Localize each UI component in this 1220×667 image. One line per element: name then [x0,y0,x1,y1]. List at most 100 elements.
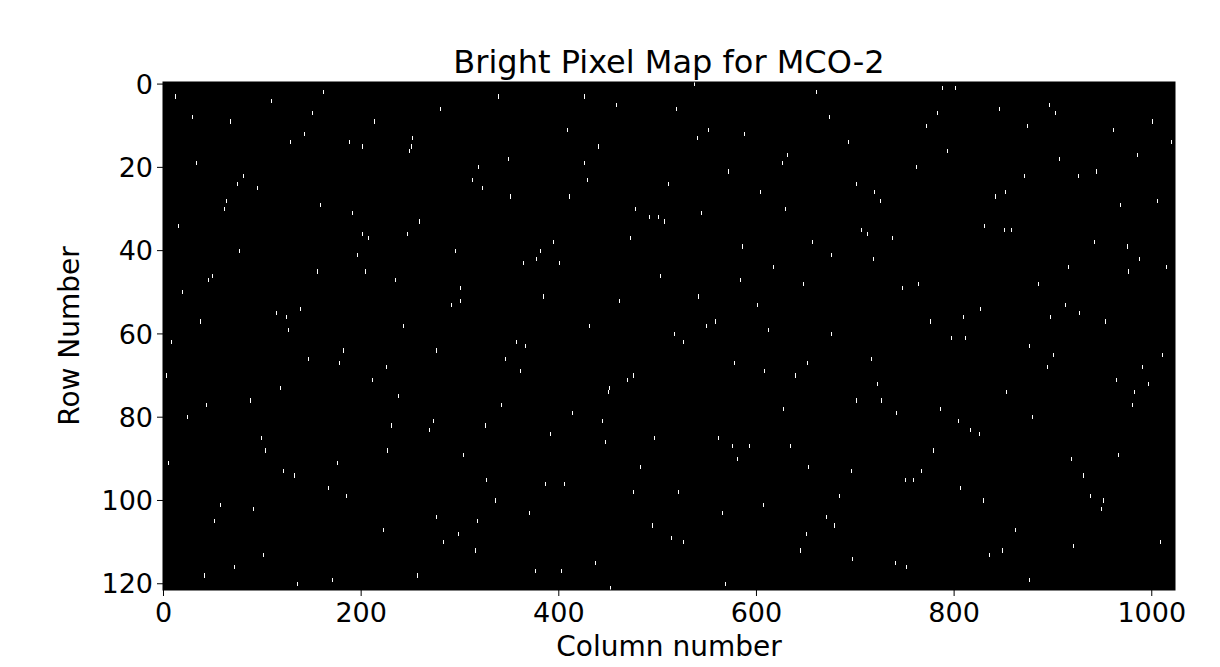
bright-pixel [951,336,952,340]
bright-pixel [947,149,948,153]
bright-pixel [451,303,452,307]
bright-pixel [1047,365,1048,369]
bright-pixel [764,369,765,373]
bright-pixel [1059,157,1060,161]
bright-pixel [433,419,434,423]
bright-pixel [609,386,610,390]
bright-pixel [989,553,990,557]
bright-pixel [970,428,971,432]
bright-pixel [1120,203,1121,207]
x-axis-title: Column number [556,630,782,663]
bright-pixel [178,224,179,228]
bright-pixel [398,394,399,398]
bright-pixel [294,473,295,477]
bright-pixel [486,478,487,482]
bright-pixel [283,469,284,473]
bright-pixel [937,111,938,115]
bright-pixel [182,290,183,294]
bright-pixel [1032,415,1033,419]
bright-pixel [1139,257,1140,261]
bright-pixel [372,378,373,382]
bright-pixel [288,328,289,332]
title: Bright Pixel Map for MCO-2 [453,43,884,81]
bright-pixel [550,432,551,436]
bright-pixel [983,498,984,502]
bright-pixel [660,274,661,278]
bright-pixel [831,253,832,257]
bright-pixel [1055,111,1056,115]
bright-pixel [412,136,413,140]
bright-pixel [508,157,509,161]
bright-pixel [874,190,875,194]
bright-pixel [1132,403,1133,407]
bright-pixel [346,494,347,498]
bright-pixel [436,515,437,519]
bright-pixel [337,461,338,465]
bright-pixel [826,515,827,519]
bright-pixel [763,503,764,507]
bright-pixel [357,253,358,257]
bright-pixel [1090,494,1091,498]
y-tick-label: 120 [101,568,153,599]
bright-pixel [501,403,502,407]
bright-pixel [206,403,207,407]
bright-pixel [892,236,893,240]
bright-pixel [1116,378,1117,382]
bright-pixel [587,178,588,182]
bright-pixel [760,190,761,194]
bright-pixel [386,365,387,369]
bright-pixel [1038,282,1039,286]
pixels [166,82,1172,590]
bright-pixel [1050,315,1051,319]
x-tick [756,590,757,596]
bright-pixel [564,482,565,486]
bright-pixel [958,419,959,423]
bright-pixel [1071,457,1072,461]
bright-pixel [523,261,524,265]
bright-pixel [678,490,679,494]
x-tick-label: 1000 [1117,597,1186,628]
bright-pixel [800,548,801,552]
bright-pixel [851,469,852,473]
bright-pixel [553,240,554,244]
bright-pixel [1105,319,1106,323]
bright-pixel [895,561,896,565]
bright-pixel [1079,311,1080,315]
bright-pixel [683,540,684,544]
bright-pixel [768,328,769,332]
bright-pixel [683,340,684,344]
y-tick-label: 20 [119,152,153,183]
bright-pixel [175,94,176,98]
plot-background [163,82,1175,590]
bright-pixel [633,490,634,494]
bright-pixel [694,82,695,86]
bright-pixel [1002,548,1003,552]
bright-pixel [166,373,167,377]
bright-pixel [616,103,617,107]
y-tick-label: 0 [136,69,153,100]
bright-pixel [916,165,917,169]
bright-pixel [567,128,568,132]
bright-pixel [933,448,934,452]
bright-pixel [482,186,483,190]
bright-pixel [540,249,541,253]
bright-pixel [478,165,479,169]
bright-pixel [1094,240,1095,244]
bright-pixel [921,469,922,473]
bright-pixel [749,444,750,448]
bright-pixel [328,486,329,490]
bright-pixel [1004,228,1005,232]
y-tick [157,167,163,168]
bright-pixel [187,415,188,419]
bright-pixel [1027,124,1028,128]
bright-pixel [902,286,903,290]
bright-pixel [196,161,197,165]
bright-pixel [516,340,517,344]
bright-pixel [829,115,830,119]
bright-pixel [725,582,726,586]
x-tick-label: 200 [335,597,387,628]
bright-pixel [861,228,862,232]
bright-pixel [455,249,456,253]
bright-pixel [368,236,369,240]
bright-pixel [365,269,366,273]
